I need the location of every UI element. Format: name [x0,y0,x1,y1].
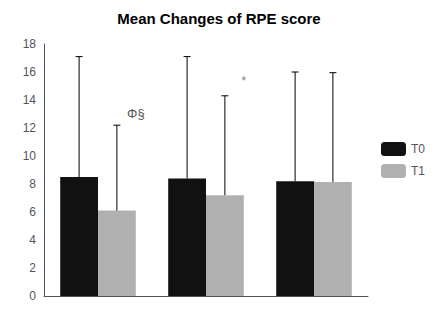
svg-text:T1: T1 [411,164,425,178]
svg-text:2: 2 [29,261,36,275]
svg-text:14: 14 [23,93,37,107]
svg-text:Mean Changes of RPE score: Mean Changes of RPE score [117,10,320,27]
svg-text:*: * [241,73,246,88]
svg-text:18: 18 [23,37,37,51]
svg-text:16: 16 [23,65,37,79]
svg-text:Φ§: Φ§ [127,106,145,121]
svg-text:10: 10 [23,149,37,163]
svg-text:0: 0 [29,289,36,303]
svg-text:4: 4 [29,233,36,247]
svg-text:T0: T0 [411,142,425,156]
svg-text:12: 12 [23,121,37,135]
svg-text:6: 6 [29,205,36,219]
svg-text:8: 8 [29,177,36,191]
